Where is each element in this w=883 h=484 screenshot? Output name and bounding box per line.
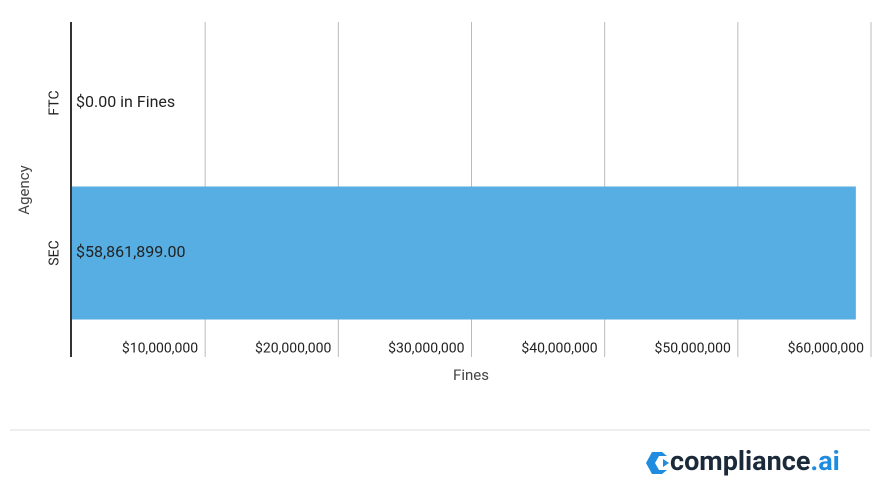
value-label: $58,861,899.00 xyxy=(76,242,185,261)
bar xyxy=(72,186,856,320)
x-tick-label: $60,000,000 xyxy=(788,340,864,357)
value-label: $0.00 in Fines xyxy=(76,92,175,111)
logo-brand: compliance xyxy=(670,445,810,477)
logo-icon-arrow xyxy=(663,459,669,467)
x-axis-label: Fines xyxy=(453,366,489,384)
x-tick-label: $50,000,000 xyxy=(655,340,731,357)
x-tick-label: $30,000,000 xyxy=(388,340,464,357)
logo-text: compliance.ai xyxy=(670,445,840,477)
logo-suffix: .ai xyxy=(810,445,839,477)
y-tick-label: SEC xyxy=(47,240,63,265)
logo: compliance.ai xyxy=(646,445,840,477)
logo-icon xyxy=(646,452,667,474)
x-tick-label: $20,000,000 xyxy=(255,340,331,357)
x-tick-label: $10,000,000 xyxy=(122,340,198,357)
x-tick-label: $40,000,000 xyxy=(521,340,597,357)
y-tick-label: FTC xyxy=(47,90,63,115)
y-axis-label: Agency xyxy=(15,165,33,214)
